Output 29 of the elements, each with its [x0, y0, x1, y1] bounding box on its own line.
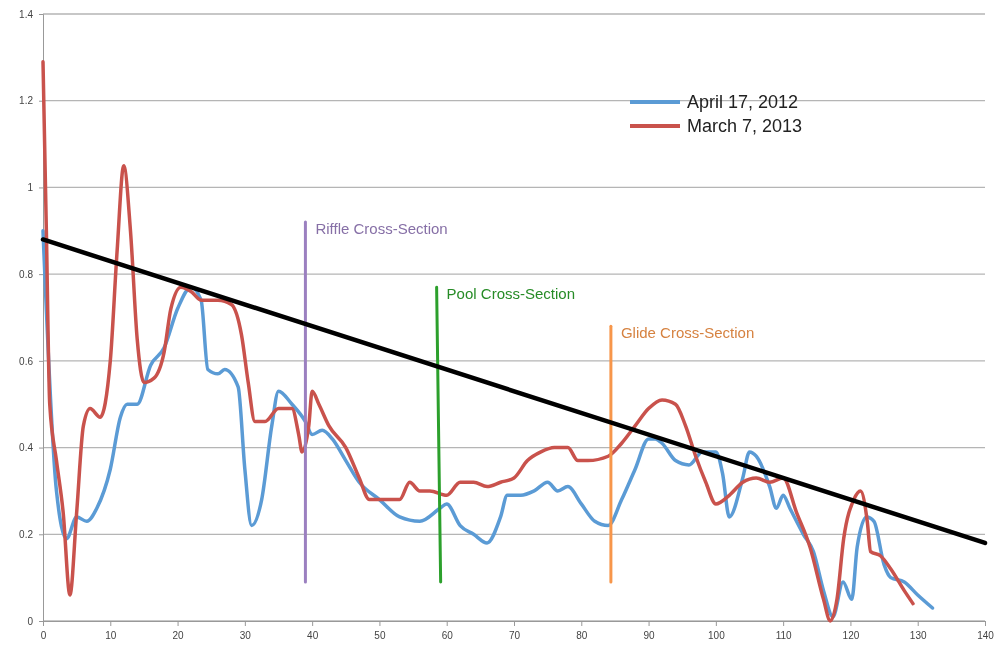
y-tick-label: 0	[27, 615, 34, 627]
x-tick-label: 80	[576, 630, 588, 642]
legend-label: March 7, 2013	[687, 116, 803, 136]
x-tick-label: 40	[307, 630, 319, 642]
y-tick-label: 0.8	[19, 268, 34, 280]
x-tick-label: 110	[775, 630, 793, 642]
x-tick-label: 10	[105, 630, 117, 642]
x-tick-label: 50	[374, 630, 386, 642]
y-tick-label: 1.4	[19, 8, 34, 20]
legend-label: April 17, 2012	[687, 92, 799, 112]
y-tick-label: 0.6	[19, 355, 34, 367]
series-label: Pool Cross-Section	[446, 285, 576, 303]
series-label: Glide Cross-Section	[620, 324, 755, 342]
y-tick-label: 0.2	[19, 528, 34, 540]
x-tick-label: 100	[708, 630, 726, 642]
y-tick-label: 1	[27, 182, 34, 194]
line-series	[41, 59, 915, 623]
x-tick-label: 140	[977, 630, 995, 642]
x-tick-label: 0	[40, 630, 47, 642]
x-tick-label: 120	[842, 630, 860, 642]
y-tick-label: 0.4	[19, 442, 34, 454]
x-tick-label: 70	[508, 630, 521, 642]
x-tick-label: 30	[239, 630, 252, 642]
x-tick-label: 20	[172, 630, 185, 642]
x-tick-label: 60	[441, 630, 454, 642]
y-tick-label: 1.2	[19, 95, 34, 107]
x-tick-label: 90	[643, 630, 656, 642]
x-tick-label: 130	[909, 630, 927, 642]
series-label: Riffle Cross-Section	[315, 220, 448, 238]
